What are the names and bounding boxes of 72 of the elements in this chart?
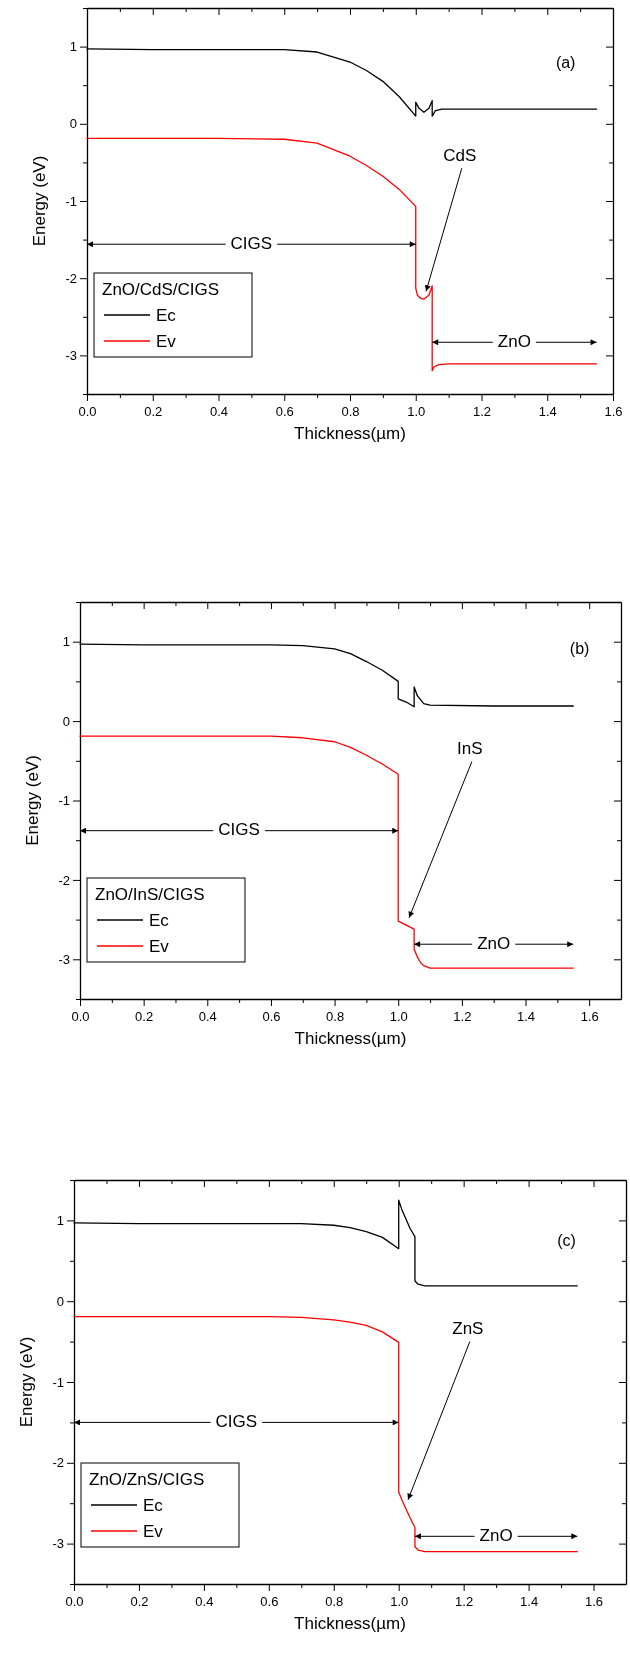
x-tick-label: 1.0 (407, 404, 426, 419)
legend-title: ZnO/ZnS/CIGS (89, 1470, 205, 1489)
legend-label: Ec (149, 911, 170, 930)
x-tick-label: 0.4 (195, 1594, 214, 1609)
x-tick-label: 0.0 (71, 1009, 90, 1024)
x-tick-label: 0.2 (135, 1009, 154, 1024)
legend-label: Ev (149, 937, 170, 956)
x-tick-label: 0.2 (130, 1594, 149, 1609)
legend-label: Ev (143, 1522, 164, 1541)
x-tick-label: 1.2 (453, 1009, 472, 1024)
x-tick-label: 0.6 (260, 1594, 279, 1609)
y-tick-label: -1 (52, 1374, 64, 1390)
x-tick-label: 0.8 (341, 404, 360, 419)
y-axis-title: Energy (eV) (30, 155, 49, 247)
y-tick-label: 0 (56, 1293, 64, 1309)
x-tick-label: 0.6 (262, 1009, 281, 1024)
y-tick-label: 0 (69, 116, 77, 132)
annotation: ZnO (479, 1525, 513, 1545)
annotation: ZnS (452, 1318, 484, 1338)
y-tick-label: 1 (56, 1213, 64, 1229)
y-tick-label: -3 (65, 348, 77, 364)
annotation: (a) (555, 53, 576, 71)
x-tick-label: 0.0 (65, 1594, 84, 1609)
y-tick-label: -2 (58, 872, 70, 888)
x-tick-label: 0.8 (325, 1594, 344, 1609)
legend-label: Ec (156, 306, 177, 325)
x-tick-label: 0.8 (326, 1009, 345, 1024)
annotation: (c) (557, 1231, 576, 1249)
x-tick-label: 0.6 (275, 404, 294, 419)
x-axis-title: Thickness(µm) (294, 1029, 407, 1048)
x-tick-label: 0.4 (198, 1009, 217, 1024)
x-tick-label: 1.0 (390, 1594, 409, 1609)
annotation: ZnO (497, 331, 531, 351)
x-tick-label: 1.4 (516, 1009, 536, 1024)
line-series (86, 137, 598, 372)
legend-label: Ev (156, 332, 177, 351)
annotation: InS (457, 739, 483, 759)
line-series (73, 1315, 578, 1553)
x-tick-label: 1.2 (455, 1594, 474, 1609)
x-tick-label: 0.0 (78, 404, 97, 419)
y-tick-label: 0 (62, 713, 70, 729)
y-tick-label: -2 (65, 270, 77, 286)
y-tick-label: -3 (58, 951, 70, 967)
y-tick-label: -2 (52, 1455, 64, 1471)
x-tick-label: 0.4 (209, 404, 229, 419)
legend-title: ZnO/CdS/CIGS (102, 280, 220, 299)
annotation: ZnO (477, 933, 511, 953)
legend-title: ZnO/InS/CIGS (95, 885, 205, 904)
annotation: CIGS (218, 820, 260, 840)
x-tick-label: 0.2 (144, 404, 163, 419)
y-tick-label: -1 (65, 193, 77, 209)
annotation: (b) (569, 639, 590, 657)
x-tick-label: 1.6 (604, 404, 623, 419)
x-tick-label: 1.4 (538, 404, 557, 419)
x-tick-label: 1.6 (584, 1594, 604, 1609)
y-axis-title: Energy (eV) (17, 1336, 36, 1428)
y-tick-label: -1 (58, 793, 70, 809)
line-series (79, 735, 574, 969)
annotation: CIGS (215, 1411, 258, 1431)
y-axis-title: Energy (eV) (23, 755, 42, 846)
legend-label: Ec (143, 1496, 164, 1515)
x-axis-title: Thickness(µm) (294, 424, 406, 443)
annotation: CdS (443, 145, 477, 165)
x-tick-label: 1.4 (520, 1594, 539, 1609)
x-tick-label: 1.2 (472, 404, 492, 419)
x-axis-title: Thickness(µm) (294, 1614, 406, 1633)
x-tick-label: 1.0 (389, 1009, 408, 1024)
annotation: CIGS (230, 233, 273, 253)
y-tick-label: -3 (52, 1536, 64, 1552)
y-tick-label: 1 (69, 39, 77, 55)
y-tick-label: 1 (62, 634, 70, 650)
x-tick-label: 1.6 (580, 1009, 599, 1024)
